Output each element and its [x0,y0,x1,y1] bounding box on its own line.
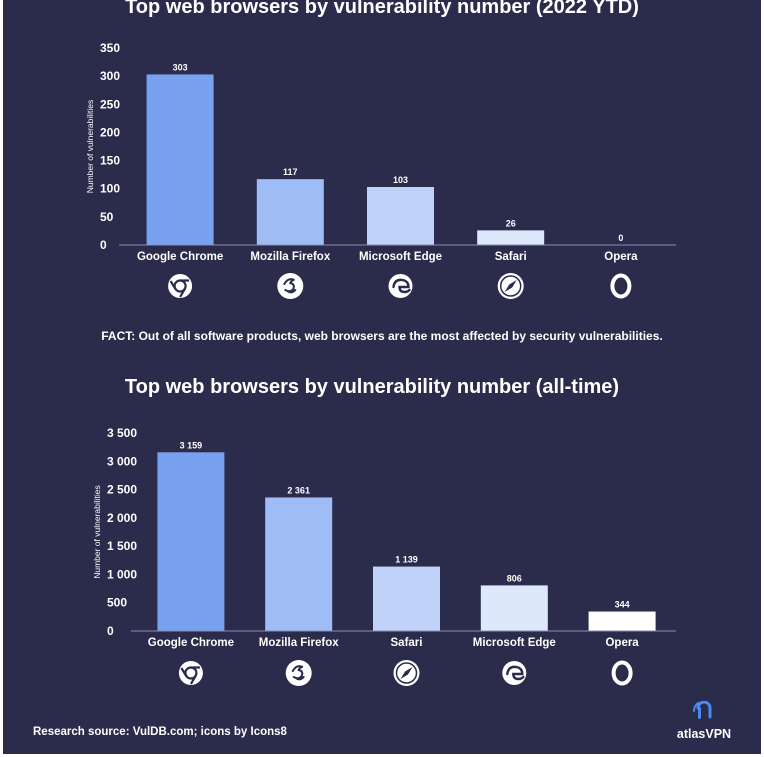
bar-mozilla-firefox [265,497,333,631]
category-label: Safari [391,637,423,649]
opera-icon [611,660,633,686]
research-source: Research source: VulDB.com; icons by Ico… [33,726,287,738]
value-label: 303 [173,62,188,72]
y-tick-label: 200 [100,125,120,139]
value-label: 3 159 [180,440,203,450]
y-tick-label: 0 [107,624,114,638]
y-tick-label: 150 [100,154,120,168]
value-label: 2 361 [287,485,310,495]
y-tick-label: 300 [100,69,120,83]
safari-icon [393,660,420,686]
fact-text: FACT: Out of all software products, web … [101,329,663,343]
opera-icon [610,273,632,299]
brand-name: atlasVPN [676,727,732,741]
value-label: 26 [506,218,516,228]
infographic-panel: Top web browsers by vulnerability number… [3,0,761,754]
value-label: 1 139 [395,555,418,565]
category-label: Opera [605,637,639,649]
atlasvpn-icon [693,700,712,719]
bar-microsoft-edge [367,187,434,245]
value-label: 117 [283,167,298,177]
bar-opera [588,611,656,631]
chart-title-2022: Top web browsers by vulnerability number… [125,0,639,18]
y-tick-label: 3 500 [107,426,137,440]
category-label: Google Chrome [137,251,223,263]
y-tick-label: 1 500 [107,539,137,553]
y-tick-label: 50 [100,210,114,224]
y-tick-label: 500 [107,596,127,610]
y-tick-label: 250 [100,97,120,111]
category-label: Opera [604,251,638,263]
category-label: Mozilla Firefox [259,637,339,649]
category-label: Safari [495,251,527,263]
firefox-icon [285,660,312,686]
category-label: Google Chrome [148,637,234,649]
bar-safari [477,230,545,245]
y-tick-label: 2 500 [107,483,137,497]
value-label: 344 [615,600,630,610]
category-label: Microsoft Edge [359,251,442,263]
category-label: Microsoft Edge [473,637,556,649]
bar-safari [373,566,440,631]
chart-2022-ytd: 0 50 100 150 200 250 300 350 Number of vulnerabi… [85,41,676,299]
firefox-icon [277,273,304,299]
category-label: Mozilla Firefox [250,251,330,263]
bar-mozilla-firefox [256,179,324,245]
y-tick-label: 3 000 [107,454,137,468]
value-label: 806 [507,573,522,583]
value-label: 103 [393,175,408,185]
chrome-icon [178,661,203,685]
y-axis-label: Number of vulnerabilities [85,100,95,194]
bar-google-chrome [157,452,225,631]
y-tick-label: 2 000 [107,511,137,525]
bar-google-chrome [146,74,214,245]
atlasvpn-logo: atlasVPN [674,700,734,741]
chrome-icon [168,274,193,298]
chart-all-time: 0 500 1 000 1 500 2 000 2 500 3 000 3 500 Number… [92,426,676,686]
value-label: 0 [618,233,623,243]
chart-title-all-time: Top web browsers by vulnerability number… [124,376,620,398]
y-tick-label: 350 [100,41,120,55]
edge-icon [388,274,413,298]
y-tick-label: 0 [100,238,107,252]
y-tick-label: 1 000 [107,567,137,581]
safari-icon [497,273,524,299]
bar-microsoft-edge [480,585,548,631]
y-axis-label: Number of vulnerabilities [92,485,102,579]
y-tick-label: 100 [100,182,120,196]
edge-icon [502,661,527,685]
